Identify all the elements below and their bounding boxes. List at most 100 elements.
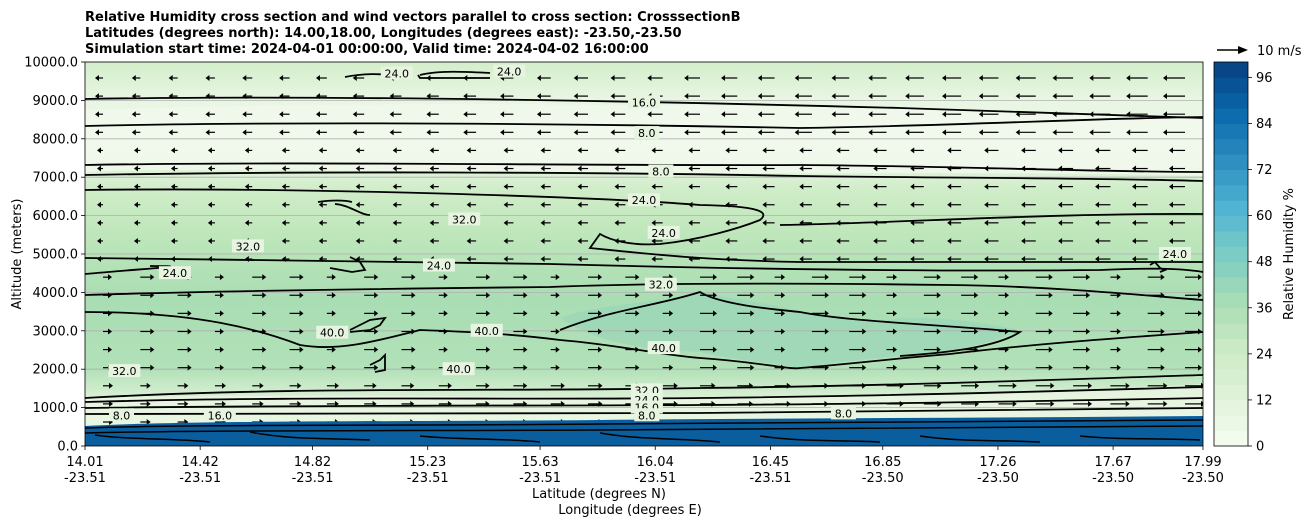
x-axis: 14.01-23.5114.42-23.5114.82-23.5115.23-2… [64,446,1224,486]
wind-vector-head [905,129,910,136]
wind-vector-head [242,129,247,136]
wind-vector-head [910,183,915,190]
wind-vector-head [207,165,212,172]
wind-vector-head [1088,382,1093,389]
wind-vector-head [1116,274,1121,281]
contour-label: 8.0 [638,409,656,422]
wind-vector-head [131,129,136,136]
colorbar-band [1214,154,1248,171]
wind-vector-head [1015,75,1020,81]
contour-label: 32.0 [112,365,137,378]
wind-vector-head [757,75,762,81]
wind-vector-head [244,147,249,154]
wind-vector-head [799,256,804,263]
wind-vector-head [1086,310,1091,317]
contour-line [85,162,1203,173]
wind-vector-head [244,165,249,172]
wind-vector-head [331,310,336,317]
wind-vector-head [750,274,755,281]
wind-vector-head [1086,346,1091,353]
colorbar-band [1214,307,1248,324]
wind-vector-head [443,310,448,317]
wind-vector-head [352,111,357,118]
wind-vector-head [712,292,717,299]
wind-vector-head [352,129,357,136]
contour-label: 24.0 [1163,248,1188,261]
wind-vector-head [503,256,508,263]
contour-label-bg [231,239,264,253]
wind-vector-head [523,292,528,299]
wind-vector-head [688,147,693,154]
wind-vector-head [555,292,560,299]
title-line-3: Simulation start time: 2024-04-01 00:00:… [85,42,649,57]
wind-vector-head [429,183,434,190]
wind-vector-head [893,310,898,317]
contour-line [85,188,1203,263]
wind-vector-head [187,310,192,317]
wind-vector-head [207,183,212,190]
wind-vector-head [647,75,652,81]
wind-vector-head [463,129,468,136]
wind-vector-head [610,111,615,118]
wind-vector-head [942,75,947,81]
wind-vector-head [598,310,603,317]
wind-vector-head [974,292,979,299]
wind-vector-head [150,328,155,335]
contour-label: 24.0 [497,66,522,79]
wind-vector-head [392,201,397,208]
wind-vector-head [560,382,565,389]
wind-vector-head [942,93,947,100]
x-tick-label-lon: -23.50 [1182,471,1224,486]
x-tick-label-lon: -23.51 [292,471,334,486]
contour-label-bg [644,277,677,291]
wind-vector-head [984,237,989,244]
wind-vector-head [536,129,541,136]
wind-vector-head [893,346,898,353]
y-tick-label: 6000.0 [33,209,79,224]
wind-vector-head [540,183,545,190]
wind-vector-head [466,165,471,172]
wind-vector-head [429,219,434,226]
wind-vector-head [750,292,755,299]
wind-vector-head [170,237,175,244]
wind-vector-head [523,328,528,335]
wind-vector-head [577,183,582,190]
wind-vector-head [555,274,560,281]
wind-vector-head [635,274,640,281]
wind-vector-head [1086,292,1091,299]
wind-vector-head [389,111,394,118]
wind-vector-head [873,237,878,244]
wind-vector-head [781,310,786,317]
contour-label: 32.0 [452,213,477,226]
wind-vector-head [334,382,339,389]
contour-line [85,374,1203,399]
wind-vector-head [762,183,767,190]
wind-vector-head [109,400,113,407]
wind-vector-head [647,111,652,118]
wind-vector-head [669,364,674,371]
colorbar-tick-label: 72 [1256,163,1273,178]
wind-vector-head [1058,219,1063,226]
colorbar-band [1214,292,1248,309]
wind-vector-head [984,219,989,226]
wind-vector-head [893,292,898,299]
wind-vector-head [108,328,112,335]
wind-vector-head [978,93,983,100]
wind-vector-head [610,75,615,81]
wind-vector-head [831,129,836,136]
wind-vector-head [1163,400,1168,407]
wind-vector-head [824,346,829,353]
wind-vector-head [1132,201,1137,208]
colorbar-tick-label: 12 [1256,393,1273,408]
wind-vector-head [1169,147,1173,154]
wind-vector-head [831,93,836,100]
wind-vector-head [598,274,603,281]
wind-vector-head [1095,256,1100,263]
wind-vector-head [205,111,210,118]
contour-line [329,256,367,273]
wind-vector-head [536,111,541,118]
wind-vector-head [1116,346,1121,353]
wind-vector-head [725,165,730,172]
contour-label-bg [628,193,660,207]
wind-vector-head [466,237,471,244]
